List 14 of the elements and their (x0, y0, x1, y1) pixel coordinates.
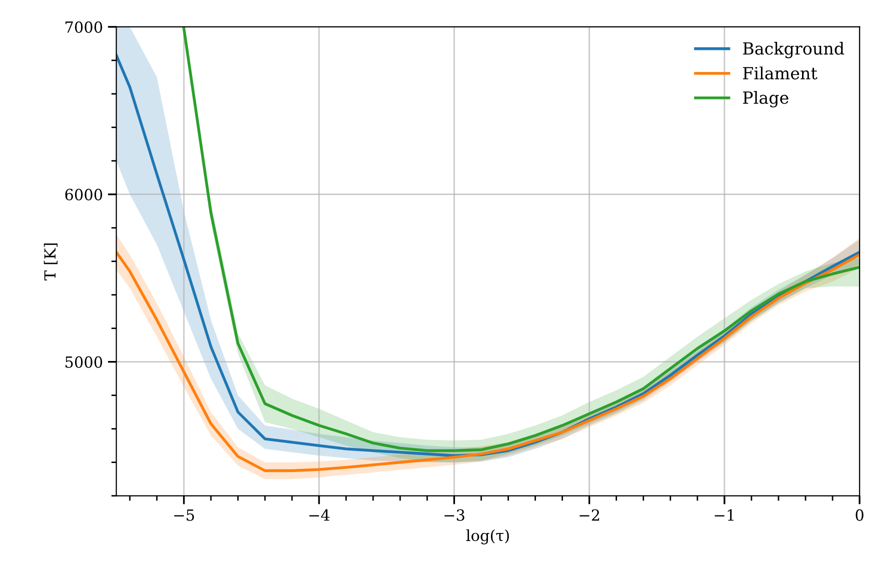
x-tick-label: −5 (174, 509, 194, 521)
x-tick-label: −4 (309, 509, 330, 521)
legend-label: Background (743, 42, 844, 58)
x-tick-label: 0 (856, 509, 864, 521)
legend-label: Filament (743, 66, 818, 80)
x-axis-title: log(τ) (466, 529, 509, 544)
legend-label: Plage (743, 91, 788, 108)
x-tick-label: −1 (714, 509, 734, 521)
x-tick-label: −2 (580, 509, 600, 521)
y-tick-label: 5000 (66, 356, 102, 368)
y-axis-title: T [K] (44, 243, 58, 280)
y-tick-label: 6000 (65, 188, 102, 200)
x-tick-label: −3 (444, 509, 464, 521)
y-tick-label: 7000 (66, 21, 102, 33)
